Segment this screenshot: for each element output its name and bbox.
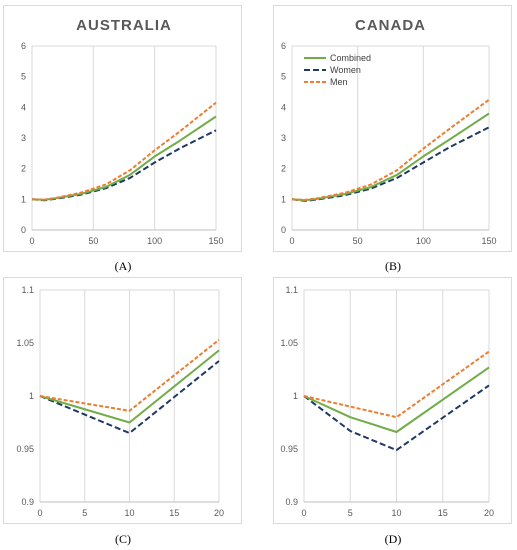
y-tick-label: 1.1 — [21, 285, 34, 295]
x-tick-label: 150 — [208, 236, 223, 246]
y-tick-label: 2 — [21, 164, 26, 174]
y-tick-label: 0.9 — [21, 497, 34, 507]
y-tick-label: 1.05 — [16, 338, 34, 348]
x-tick-label: 50 — [88, 236, 98, 246]
series-line-men — [31, 101, 217, 201]
series-line-women — [31, 129, 217, 202]
caption-d: (D) — [384, 532, 402, 546]
x-tick-label: 10 — [124, 508, 134, 518]
series-line-combined — [31, 115, 217, 201]
series-line-women — [39, 360, 220, 435]
legend-label-combined: Combined — [330, 53, 371, 63]
x-tick-label: 100 — [416, 236, 431, 246]
y-tick-label: 0.95 — [16, 444, 34, 454]
y-tick-label: 1.1 — [285, 285, 298, 295]
y-tick-label: 1 — [281, 194, 286, 204]
series-line-women — [303, 384, 490, 452]
chart-panel-d: 0.9 0.95 1 1.05 1.1 0 5 10 15 20 — [273, 277, 512, 524]
chart-title: CANADA — [355, 17, 426, 34]
y-tick-label: 4 — [21, 102, 26, 112]
x-tick-label: 15 — [169, 508, 179, 518]
series-line-men — [39, 339, 220, 412]
y-tick-label: 1 — [293, 391, 298, 401]
y-tick-label: 6 — [21, 41, 26, 51]
chart-panel-c: 0.9 0.95 1 1.05 1.1 0 5 10 15 20 — [3, 277, 242, 524]
y-tick-label: 0 — [281, 225, 286, 235]
x-tick-label: 100 — [147, 236, 162, 246]
x-tick-label: 20 — [484, 508, 494, 518]
caption-c: (C) — [115, 532, 131, 546]
x-tick-label: 50 — [353, 236, 363, 246]
y-tick-label: 1 — [29, 391, 34, 401]
chart-panel-australia: AUSTRALIA 0 1 2 3 4 5 6 0 50 100 150 — [3, 5, 242, 252]
y-tick-label: 0.9 — [285, 497, 298, 507]
x-tick-label: 150 — [481, 236, 496, 246]
y-tick-label: 1 — [21, 194, 26, 204]
y-tick-label: 0.95 — [280, 444, 298, 454]
y-tick-label: 0 — [21, 225, 26, 235]
y-tick-label: 3 — [21, 133, 26, 143]
y-tick-label: 2 — [281, 164, 286, 174]
x-tick-label: 10 — [391, 508, 401, 518]
legend-label-men: Men — [330, 77, 348, 87]
x-tick-label: 5 — [82, 508, 87, 518]
legend-label-women: Women — [330, 65, 361, 75]
chart-title: AUSTRALIA — [76, 17, 172, 34]
series-line-men — [303, 350, 490, 419]
series-line-combined — [39, 349, 220, 424]
chart-panel-canada: CANADA 0 1 2 3 4 5 6 0 50 100 150 Combined Women Men — [273, 5, 512, 252]
caption-b: (B) — [385, 259, 401, 273]
y-tick-label: 6 — [281, 41, 286, 51]
chart-svg-b: CANADA 0 1 2 3 4 5 6 0 50 100 150 Combined Women Men — [281, 17, 497, 246]
x-tick-label: 0 — [301, 508, 306, 518]
series-line-men — [291, 98, 490, 201]
y-tick-label: 1.05 — [280, 338, 298, 348]
y-tick-label: 3 — [281, 133, 286, 143]
caption-a: (A) — [114, 259, 132, 273]
x-tick-label: 0 — [289, 236, 294, 246]
y-tick-label: 5 — [21, 72, 26, 82]
x-tick-label: 15 — [438, 508, 448, 518]
x-tick-label: 5 — [348, 508, 353, 518]
series-line-women — [291, 126, 490, 202]
chart-svg-d: 0.9 0.95 1 1.05 1.1 0 5 10 15 20 — [280, 285, 494, 518]
series-line-combined — [291, 112, 490, 202]
series-line-combined — [303, 366, 490, 433]
y-tick-label: 4 — [281, 102, 286, 112]
chart-svg-a: AUSTRALIA 0 1 2 3 4 5 6 0 50 100 150 — [21, 17, 224, 246]
chart-svg-c: 0.9 0.95 1 1.05 1.1 0 5 10 15 20 — [16, 285, 224, 518]
x-tick-label: 0 — [37, 508, 42, 518]
y-tick-label: 5 — [281, 72, 286, 82]
x-tick-label: 20 — [214, 508, 224, 518]
x-tick-label: 0 — [29, 236, 34, 246]
